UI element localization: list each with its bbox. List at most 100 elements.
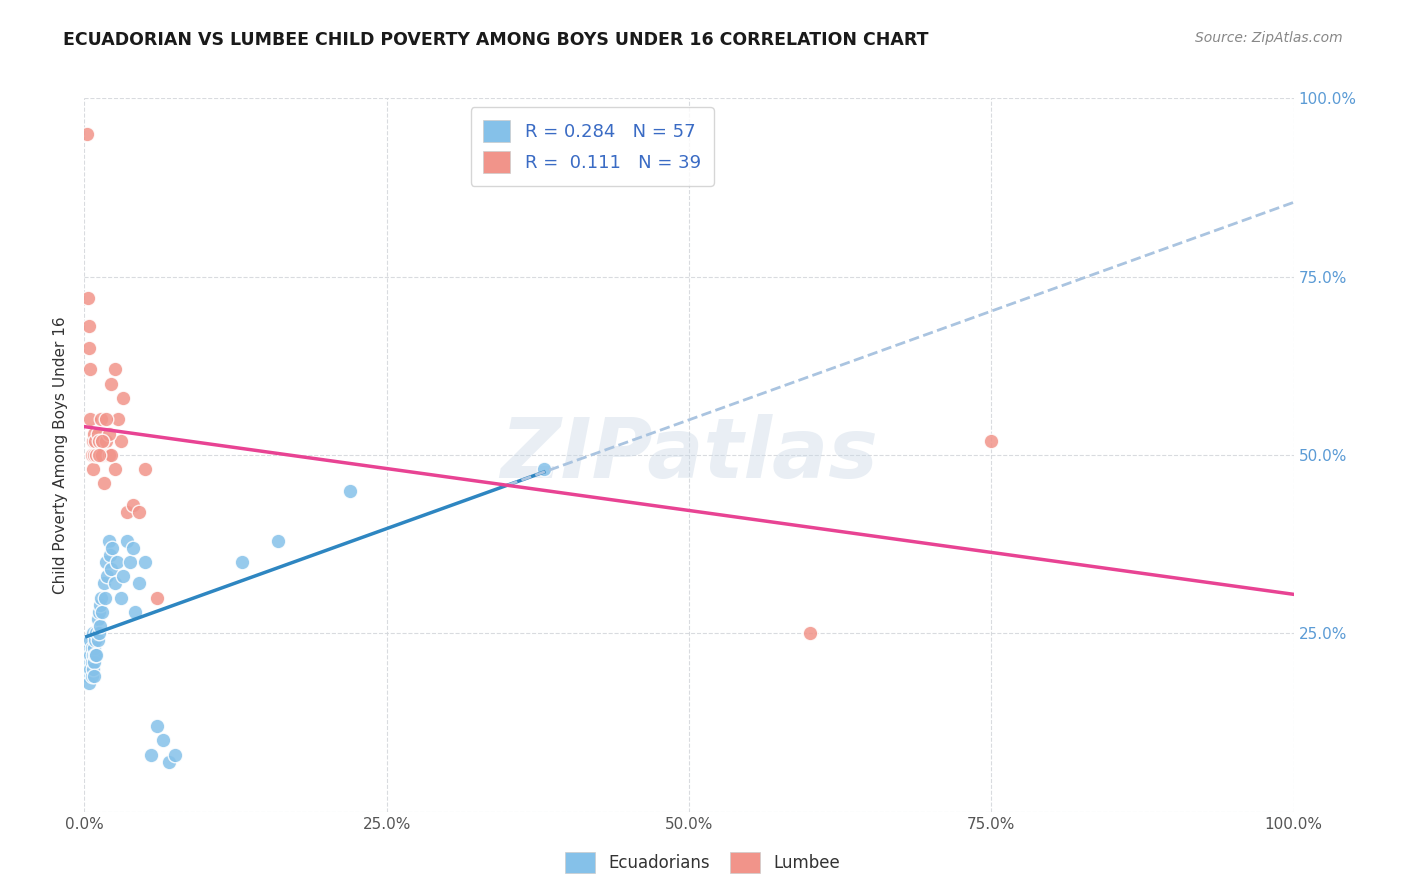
Point	[98, 548, 121, 562]
Point	[100, 562, 122, 576]
Text: ZIPatlas: ZIPatlas	[501, 415, 877, 495]
Point	[77, 648, 100, 662]
Point	[110, 434, 132, 448]
Point	[89, 619, 111, 633]
Text: ECUADORIAN VS LUMBEE CHILD POVERTY AMONG BOYS UNDER 16 CORRELATION CHART: ECUADORIAN VS LUMBEE CHILD POVERTY AMONG…	[63, 31, 929, 49]
Point	[93, 476, 115, 491]
Point	[90, 412, 112, 426]
Point	[86, 612, 108, 626]
Point	[121, 498, 143, 512]
Y-axis label: Child Poverty Among Boys Under 16: Child Poverty Among Boys Under 16	[53, 316, 69, 594]
Point	[83, 448, 105, 462]
Point	[124, 605, 146, 619]
Point	[91, 434, 114, 448]
Point	[533, 462, 555, 476]
Point	[94, 591, 117, 605]
Point	[77, 676, 100, 690]
Point	[77, 341, 100, 355]
Point	[77, 669, 100, 683]
Point	[152, 733, 174, 747]
Point	[267, 533, 290, 548]
Point	[83, 655, 105, 669]
Point	[93, 576, 115, 591]
Point	[82, 626, 104, 640]
Point	[104, 362, 127, 376]
Point	[128, 576, 150, 591]
Point	[79, 412, 101, 426]
Point	[86, 448, 108, 462]
Point	[87, 626, 110, 640]
Point	[107, 412, 129, 426]
Point	[139, 747, 162, 762]
Point	[97, 426, 120, 441]
Point	[84, 434, 107, 448]
Point	[128, 505, 150, 519]
Point	[80, 640, 103, 655]
Point	[980, 434, 1002, 448]
Point	[94, 412, 117, 426]
Point	[77, 291, 100, 305]
Point	[89, 448, 111, 462]
Point	[799, 626, 821, 640]
Point	[104, 576, 127, 591]
Point	[120, 555, 142, 569]
Point	[112, 569, 135, 583]
Point	[91, 448, 114, 462]
Point	[339, 483, 361, 498]
Point	[134, 462, 156, 476]
Point	[110, 591, 132, 605]
Point	[86, 633, 108, 648]
Point	[101, 541, 124, 555]
Point	[87, 434, 110, 448]
Point	[86, 426, 108, 441]
Point	[82, 648, 104, 662]
Point	[82, 434, 104, 448]
Legend: Ecuadorians, Lumbee: Ecuadorians, Lumbee	[558, 846, 848, 880]
Point	[77, 655, 100, 669]
Point	[97, 533, 120, 548]
Point	[104, 462, 127, 476]
Point	[112, 391, 135, 405]
Point	[115, 505, 138, 519]
Point	[77, 319, 100, 334]
Point	[97, 448, 120, 462]
Text: Source: ZipAtlas.com: Source: ZipAtlas.com	[1195, 31, 1343, 45]
Point	[84, 648, 107, 662]
Point	[94, 555, 117, 569]
Point	[76, 127, 98, 141]
Point	[80, 448, 103, 462]
Point	[146, 591, 169, 605]
Point	[165, 747, 187, 762]
Point	[90, 591, 112, 605]
Point	[231, 555, 253, 569]
Point	[105, 555, 128, 569]
Point	[82, 462, 104, 476]
Point	[94, 434, 117, 448]
Point	[79, 633, 101, 648]
Point	[91, 605, 114, 619]
Legend: R = 0.284   N = 57, R =  0.111   N = 39: R = 0.284 N = 57, R = 0.111 N = 39	[471, 107, 714, 186]
Point	[82, 662, 104, 676]
Point	[80, 655, 103, 669]
Point	[115, 533, 138, 548]
Point	[84, 633, 107, 648]
Point	[87, 448, 110, 462]
Point	[87, 605, 110, 619]
Point	[83, 669, 105, 683]
Point	[79, 662, 101, 676]
Point	[83, 426, 105, 441]
Point	[100, 376, 122, 391]
Point	[121, 541, 143, 555]
Point	[79, 362, 101, 376]
Point	[157, 755, 180, 769]
Point	[79, 648, 101, 662]
Point	[77, 640, 100, 655]
Point	[86, 626, 108, 640]
Point	[83, 640, 105, 655]
Point	[86, 648, 108, 662]
Point	[96, 569, 118, 583]
Point	[80, 669, 103, 683]
Point	[76, 662, 98, 676]
Point	[89, 598, 111, 612]
Point	[134, 555, 156, 569]
